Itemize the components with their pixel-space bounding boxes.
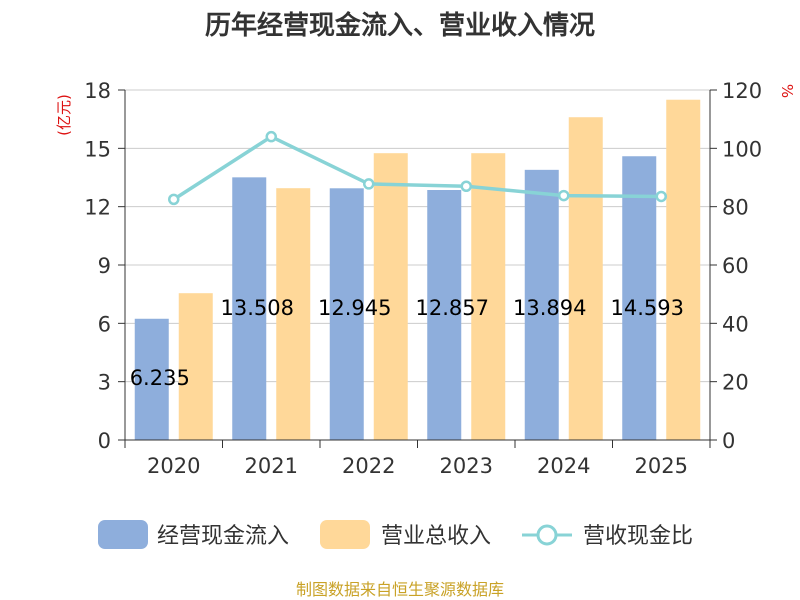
ratio-point xyxy=(168,193,180,206)
bar-cash-inflow xyxy=(622,156,657,440)
bar-revenue xyxy=(471,153,506,440)
left-axis-unit: (亿元) xyxy=(55,94,73,136)
ratio-line-path xyxy=(172,134,662,201)
legend-label-revenue: 营业总收入 xyxy=(381,524,491,549)
right-tick-label: 0 xyxy=(722,429,735,453)
ratio-point xyxy=(558,189,570,202)
legend-swatch-revenue xyxy=(320,520,370,549)
legend: 经营现金流入 营业总收入 营收现金比 xyxy=(98,520,693,549)
legend-label-ratio: 营收现金比 xyxy=(583,524,693,549)
bar-revenue xyxy=(276,188,311,440)
ratio-point xyxy=(460,180,472,192)
left-tick-label: 15 xyxy=(84,137,111,161)
right-tick-label: 100 xyxy=(722,137,762,161)
right-tick-label: 60 xyxy=(722,254,749,278)
bar-cash-inflow xyxy=(427,190,462,440)
source-note: 制图数据来自恒生聚源数据库 xyxy=(296,580,504,599)
x-tick-label: 2021 xyxy=(245,454,298,478)
right-tick-label: 20 xyxy=(722,371,749,395)
axes: 0 0 3 20 6 40 9 60 12 80 15 100 18 120 2020 2021 2022 202… xyxy=(84,79,762,478)
grid xyxy=(125,89,710,383)
bar-revenue xyxy=(568,117,603,440)
ratio-line xyxy=(168,130,667,206)
legend-swatch-cash-inflow xyxy=(98,520,148,549)
x-tick-label: 2020 xyxy=(147,454,200,478)
left-tick-label: 3 xyxy=(98,371,111,395)
right-tick-label: 40 xyxy=(722,312,749,336)
ratio-point xyxy=(265,130,277,143)
bar-cash-inflow xyxy=(134,318,169,440)
x-tick-label: 2025 xyxy=(635,454,688,478)
bar-revenue xyxy=(666,99,701,440)
x-tick-label: 2023 xyxy=(440,454,493,478)
right-tick-label: 80 xyxy=(722,196,749,220)
bar-revenue xyxy=(373,153,408,440)
legend-marker-ratio xyxy=(536,524,558,546)
ratio-point xyxy=(363,178,375,190)
data-label-cash-inflow: 13.894 xyxy=(513,296,586,320)
chart-title: 历年经营现金流入、营业收入情况 xyxy=(205,10,595,41)
data-label-cash-inflow: 14.593 xyxy=(611,296,684,320)
data-label-cash-inflow: 6.235 xyxy=(130,366,190,390)
data-label-cash-inflow: 12.945 xyxy=(318,296,391,320)
left-tick-label: 6 xyxy=(98,312,111,336)
ratio-point xyxy=(655,190,667,203)
bar-cash-inflow xyxy=(232,177,267,440)
right-axis-unit: % xyxy=(778,84,796,98)
data-label-cash-inflow: 12.857 xyxy=(416,296,489,320)
left-tick-label: 0 xyxy=(98,429,111,453)
data-label-cash-inflow: 13.508 xyxy=(221,296,294,320)
bars xyxy=(134,99,701,441)
bar-revenue xyxy=(178,293,213,440)
x-tick-label: 2024 xyxy=(537,454,590,478)
legend-label-cash-inflow: 经营现金流入 xyxy=(157,524,289,549)
bar-cash-inflow xyxy=(524,169,559,441)
right-tick-label: 120 xyxy=(722,79,762,103)
bar-cash-inflow xyxy=(329,188,364,440)
x-tick-label: 2022 xyxy=(342,454,395,478)
left-tick-label: 12 xyxy=(84,196,111,220)
data-labels: 6.235 13.508 12.945 12.857 13.894 14.593 xyxy=(130,296,684,390)
left-tick-label: 18 xyxy=(84,79,111,103)
left-tick-label: 9 xyxy=(98,254,111,278)
